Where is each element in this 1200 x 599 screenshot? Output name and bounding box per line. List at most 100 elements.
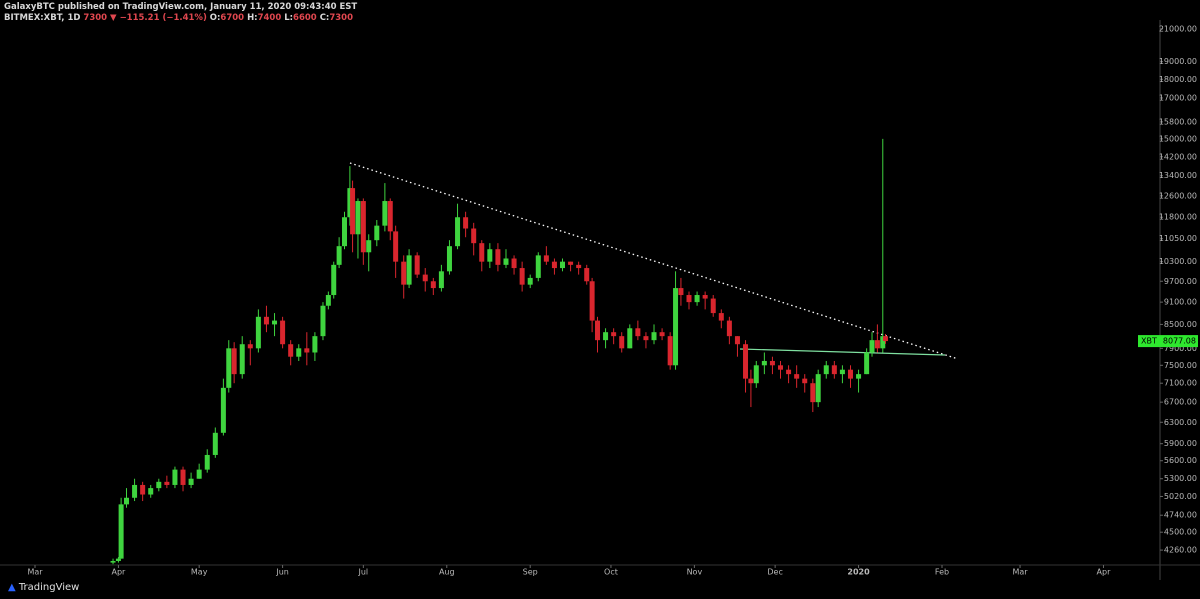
- y-tick-label: 6300.00: [1164, 418, 1197, 427]
- candle-body: [568, 261, 574, 265]
- candle-body: [551, 261, 557, 269]
- candle-body: [543, 255, 549, 262]
- y-tick-label: 9100.00: [1164, 298, 1197, 307]
- y-tick-label: 4260.00: [1164, 546, 1197, 555]
- y-tick-label: 5300.00: [1164, 474, 1197, 483]
- candle-body: [576, 264, 582, 269]
- y-tick-label: 7900.00: [1164, 344, 1197, 353]
- candle-body: [414, 255, 420, 275]
- candle-body: [847, 369, 853, 379]
- candle-body: [678, 288, 684, 296]
- candle-body: [753, 365, 759, 384]
- x-tick-label: Jun: [275, 568, 289, 577]
- y-tick-label: 11800.00: [1159, 213, 1197, 222]
- y-tick-label: 10300.00: [1159, 257, 1197, 266]
- candle-body: [393, 231, 399, 262]
- candle-body: [382, 201, 388, 226]
- y-tick-label: 7100.00: [1164, 379, 1197, 388]
- price-label-value: 8077.08: [1163, 337, 1196, 346]
- candle-body: [589, 281, 595, 321]
- candle-body: [734, 336, 740, 345]
- candle-body: [247, 344, 253, 349]
- candle-body: [387, 201, 393, 232]
- candle-body: [880, 336, 886, 349]
- candle-body: [115, 558, 121, 562]
- candle-body: [164, 481, 170, 485]
- candle-body: [231, 348, 237, 375]
- candle-body: [355, 201, 361, 235]
- x-tick-label: Oct: [604, 568, 618, 577]
- candle-body: [874, 340, 880, 349]
- candle-body: [438, 271, 444, 289]
- y-tick-label: 11050.00: [1159, 234, 1197, 243]
- candle-body: [627, 328, 633, 349]
- x-tick-label: Aug: [439, 568, 455, 577]
- close-value: 7300: [329, 13, 353, 23]
- close-key: C:: [319, 13, 330, 23]
- candle-body: [651, 332, 657, 341]
- candle-body: [511, 258, 517, 269]
- y-tick-label: 18000.00: [1159, 75, 1197, 84]
- candle-body: [172, 469, 178, 485]
- candle-body: [148, 488, 154, 495]
- candle-body: [263, 316, 269, 325]
- change: −115.21 (−1.41%): [119, 13, 207, 23]
- y-tick-label: 7500.00: [1164, 361, 1197, 370]
- candle-body: [320, 305, 326, 337]
- candle-body: [331, 264, 337, 296]
- candle-body: [503, 258, 509, 265]
- candle-body: [140, 484, 146, 495]
- y-tick-label: 21000.00: [1159, 24, 1197, 33]
- candle-body: [118, 504, 124, 559]
- candle-body: [535, 255, 541, 278]
- candle-body: [619, 336, 625, 349]
- candle-body: [366, 240, 372, 253]
- candle-body: [743, 344, 749, 379]
- candle-body: [487, 249, 493, 262]
- y-tick-label: 9700.00: [1164, 277, 1197, 286]
- candle-body: [220, 387, 226, 433]
- candle-body: [406, 255, 412, 285]
- x-tick-label: Apr: [1097, 568, 1112, 577]
- candle-body: [422, 274, 428, 282]
- candle-body: [156, 481, 162, 489]
- candle-body: [726, 320, 732, 337]
- candle-body: [336, 246, 342, 265]
- candle-body: [643, 336, 649, 341]
- x-tick-label: Nov: [687, 568, 703, 577]
- candle-body: [673, 288, 679, 366]
- candle-body: [794, 374, 800, 379]
- candle-body: [272, 320, 278, 325]
- candle-body: [350, 188, 356, 235]
- candle-body: [594, 320, 600, 341]
- candle-body: [786, 369, 792, 375]
- candle-body: [255, 316, 261, 349]
- candle-body: [519, 268, 525, 285]
- candle-body: [479, 243, 485, 262]
- candle-body: [204, 454, 210, 470]
- y-tick-label: 8500.00: [1164, 320, 1197, 329]
- symbol: BITMEX:XBT, 1D: [4, 13, 81, 23]
- candle-body: [667, 336, 673, 366]
- y-tick-label: 17000.00: [1159, 93, 1197, 102]
- candle-body: [288, 344, 294, 357]
- y-tick-label: 15800.00: [1159, 117, 1197, 126]
- price-label: XBT 8077.08: [1138, 335, 1198, 348]
- candle-body: [123, 497, 129, 505]
- candle-body: [212, 432, 218, 455]
- candle-body: [342, 217, 348, 247]
- y-tick-label: 13400.00: [1159, 171, 1197, 180]
- header: GalaxyBTC published on TradingView.com, …: [4, 2, 357, 24]
- candle-body: [196, 469, 202, 479]
- brand: TradingView: [18, 582, 80, 593]
- candle-body: [239, 344, 245, 375]
- y-tick-label: 14200.00: [1159, 152, 1197, 161]
- candle-body: [430, 281, 436, 289]
- high-key: H:: [247, 13, 258, 23]
- candle-body: [401, 261, 407, 285]
- open-key: O:: [209, 13, 221, 23]
- candle-body: [718, 313, 724, 321]
- low-key: L:: [284, 13, 294, 23]
- candle-body: [455, 217, 461, 247]
